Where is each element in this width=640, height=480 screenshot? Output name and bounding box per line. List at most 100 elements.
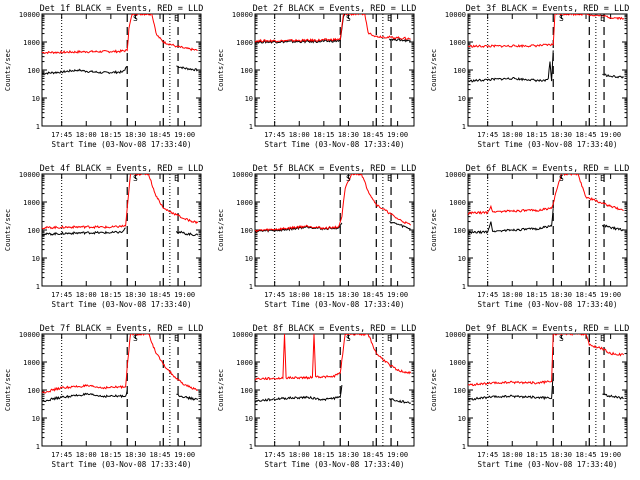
x-tick-label: 18:00 [502, 451, 523, 459]
x-tick-label: 18:15 [526, 291, 547, 299]
marker-e: E [600, 334, 605, 343]
marker-s: S [346, 334, 351, 343]
x-tick-label: 18:00 [289, 291, 310, 299]
series-line-events-2 [602, 73, 624, 79]
series-group [42, 14, 199, 75]
y-tick-label: 100 [240, 227, 253, 235]
chart-panel-8: Det 8f BLACK = Events, RED = LLD 1 10 100 10… [217, 324, 416, 469]
y-axis-label: Counts/sec [217, 369, 225, 411]
plot-frame [254, 333, 415, 447]
x-tick-label: 18:15 [313, 451, 334, 459]
y-tick-label: 10 [32, 95, 40, 103]
chart-title: Det 4f BLACK = Events, RED = LLD [40, 164, 204, 174]
x-tick-label: 18:00 [502, 131, 523, 139]
x-tick-label: 18:45 [149, 451, 170, 459]
x-tick-label: 18:15 [100, 291, 121, 299]
marker-e: E [600, 174, 605, 183]
x-tick-label: 18:30 [551, 451, 572, 459]
x-tick-label: 17:45 [51, 451, 72, 459]
y-tick-label: 100 [453, 67, 466, 75]
plot-frame [41, 173, 202, 287]
plot-frame [41, 13, 202, 127]
chart-panel-7: Det 7f BLACK = Events, RED = LLD 1 10 100 10… [4, 324, 203, 469]
series-line-events-2 [601, 223, 624, 232]
y-tick-label: 1 [36, 443, 40, 451]
y-axis-label: Counts/sec [4, 369, 12, 411]
x-tick-label: 17:45 [477, 451, 498, 459]
x-axis-label: Start Time (03-Nov-08 17:33:40) [52, 460, 192, 469]
x-tick-label: 17:45 [264, 291, 285, 299]
series-line-events [42, 66, 128, 75]
series-line-events [42, 227, 126, 236]
y-tick-label: 10 [32, 415, 40, 423]
x-tick-label: 18:00 [289, 451, 310, 459]
x-axis-label: Start Time (03-Nov-08 17:33:40) [265, 460, 405, 469]
x-tick-label: 18:30 [551, 131, 572, 139]
y-tick-label: 10 [245, 415, 253, 423]
y-tick-label: 10000 [445, 171, 466, 179]
y-tick-label: 1000 [23, 359, 40, 367]
chart-title: Det 8f BLACK = Events, RED = LLD [253, 324, 417, 334]
y-tick-label: 10 [458, 95, 466, 103]
y-tick-label: 10000 [232, 331, 253, 339]
y-tick-label: 1000 [236, 199, 253, 207]
x-tick-label: 19:00 [600, 131, 621, 139]
marker-e: E [174, 174, 179, 183]
x-tick-label: 18:00 [289, 131, 310, 139]
series-line-events-2 [388, 398, 412, 405]
chart-title: Det 9f BLACK = Events, RED = LLD [466, 324, 630, 334]
plot-frame [41, 333, 202, 447]
y-tick-label: 100 [27, 227, 40, 235]
series-line-events-2 [389, 221, 411, 230]
y-axis-label: Counts/sec [217, 49, 225, 91]
x-axis-label: Start Time (03-Nov-08 17:33:40) [478, 460, 618, 469]
x-tick-label: 18:45 [575, 131, 596, 139]
x-tick-label: 18:45 [362, 131, 383, 139]
y-tick-label: 100 [240, 387, 253, 395]
chart-title: Det 7f BLACK = Events, RED = LLD [40, 324, 204, 334]
marker-s: S [559, 174, 564, 183]
y-tick-label: 1 [249, 283, 253, 291]
series-line-lld [42, 14, 198, 55]
y-tick-label: 1000 [236, 39, 253, 47]
x-tick-label: 18:45 [362, 451, 383, 459]
chart-title: Det 6f BLACK = Events, RED = LLD [466, 164, 630, 174]
series-line-lld [255, 334, 412, 381]
marker-e: E [174, 14, 179, 23]
y-tick-label: 1000 [236, 359, 253, 367]
marker-e: E [600, 14, 605, 23]
series-line-events-2 [388, 37, 411, 43]
y-tick-label: 10000 [19, 11, 40, 19]
x-tick-label: 18:45 [149, 291, 170, 299]
y-tick-label: 1000 [449, 39, 466, 47]
marker-e: E [174, 334, 179, 343]
x-tick-label: 19:00 [174, 291, 195, 299]
y-tick-label: 1 [249, 443, 253, 451]
y-tick-label: 1 [36, 123, 40, 131]
y-tick-label: 10 [245, 255, 253, 263]
series-line-events-2 [602, 393, 624, 400]
marker-s: S [346, 174, 351, 183]
series-line-events [468, 208, 554, 235]
x-tick-label: 18:00 [502, 291, 523, 299]
series-line-lld [42, 174, 199, 230]
x-tick-label: 19:00 [600, 291, 621, 299]
x-axis-label: Start Time (03-Nov-08 17:33:40) [52, 140, 192, 149]
series-group [468, 174, 624, 235]
marker-s: S [559, 334, 564, 343]
x-tick-label: 18:30 [125, 291, 146, 299]
x-tick-label: 18:45 [362, 291, 383, 299]
chart-title: Det 1f BLACK = Events, RED = LLD [40, 4, 204, 14]
plot-frame [254, 13, 415, 127]
y-axis-label: Counts/sec [4, 209, 12, 251]
chart-title: Det 2f BLACK = Events, RED = LLD [253, 4, 417, 14]
plot-frame [467, 333, 628, 447]
marker-e: E [387, 334, 392, 343]
series-line-events-2 [175, 230, 199, 237]
series-line-events [42, 389, 128, 403]
x-tick-label: 18:15 [313, 291, 334, 299]
marker-s: S [133, 174, 138, 183]
y-axis-label: Counts/sec [430, 49, 438, 91]
y-tick-label: 100 [27, 387, 40, 395]
